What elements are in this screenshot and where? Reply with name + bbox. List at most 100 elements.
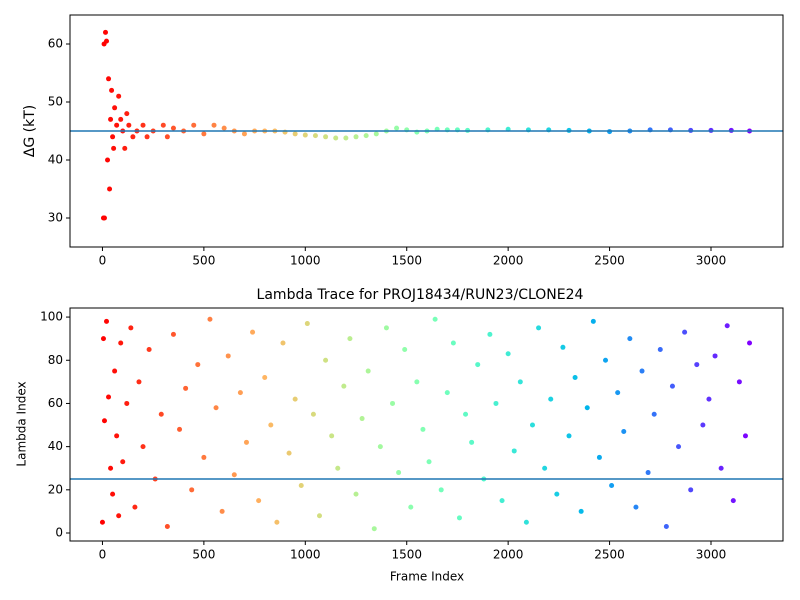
point xyxy=(136,379,142,385)
point xyxy=(231,472,237,478)
point xyxy=(237,390,243,396)
point xyxy=(396,470,402,476)
point xyxy=(341,383,347,389)
point xyxy=(286,450,292,456)
point xyxy=(633,504,639,510)
y-tick-label: 40 xyxy=(48,439,63,453)
point xyxy=(219,508,225,514)
point xyxy=(402,346,408,352)
point xyxy=(262,375,268,381)
point xyxy=(353,491,359,497)
point xyxy=(102,29,108,35)
point xyxy=(517,379,523,385)
y-tick-label: 20 xyxy=(48,482,63,496)
point xyxy=(542,465,548,471)
point xyxy=(101,418,107,424)
point xyxy=(475,362,481,368)
point xyxy=(329,433,335,439)
point xyxy=(347,336,353,342)
point xyxy=(706,396,712,402)
point xyxy=(124,111,130,117)
point xyxy=(160,122,166,128)
point xyxy=(493,400,499,406)
point xyxy=(590,318,596,324)
point xyxy=(694,362,700,368)
point xyxy=(211,122,217,128)
point xyxy=(615,390,621,396)
plot-frame xyxy=(69,14,784,248)
point xyxy=(302,132,308,138)
point xyxy=(116,93,122,99)
point xyxy=(304,321,310,327)
point xyxy=(312,133,318,139)
point xyxy=(105,157,111,163)
point xyxy=(144,134,150,140)
point xyxy=(292,131,298,137)
point xyxy=(104,318,110,324)
point xyxy=(333,135,339,141)
point xyxy=(132,504,138,510)
point xyxy=(310,411,316,417)
x-tick-label: 1500 xyxy=(391,254,422,268)
point xyxy=(426,459,432,465)
point xyxy=(298,483,304,489)
x-tick-label: 0 xyxy=(99,254,107,268)
point xyxy=(359,416,365,422)
y-axis-label: Lambda Index xyxy=(15,381,29,466)
point xyxy=(100,336,106,342)
point xyxy=(343,135,349,141)
point xyxy=(189,487,195,493)
point xyxy=(101,41,107,47)
y-tick-label: 30 xyxy=(48,211,63,225)
point xyxy=(128,325,134,331)
x-tick-label: 3000 xyxy=(696,548,727,562)
point xyxy=(124,400,130,406)
point xyxy=(177,426,183,432)
point xyxy=(126,122,132,128)
point xyxy=(742,433,748,439)
point xyxy=(627,336,633,342)
point xyxy=(554,491,560,497)
x-tick-label: 3000 xyxy=(696,254,727,268)
y-tick-label: 60 xyxy=(48,396,63,410)
point xyxy=(682,329,688,335)
point xyxy=(414,379,420,385)
point xyxy=(529,422,535,428)
point xyxy=(114,122,120,128)
y-tick-label: 80 xyxy=(48,353,63,367)
point xyxy=(112,105,118,111)
point xyxy=(584,405,590,411)
point xyxy=(140,444,146,450)
point xyxy=(130,134,136,140)
point xyxy=(394,125,400,131)
y-tick-label: 50 xyxy=(48,95,63,109)
point xyxy=(195,362,201,368)
point xyxy=(122,145,128,151)
point xyxy=(146,346,152,352)
point xyxy=(201,131,207,137)
x-tick-label: 1000 xyxy=(290,548,321,562)
point xyxy=(363,133,369,139)
point xyxy=(183,385,189,391)
point xyxy=(243,439,249,445)
point xyxy=(712,353,718,359)
point xyxy=(110,134,116,140)
x-tick-label: 2500 xyxy=(594,548,625,562)
point xyxy=(365,368,371,374)
x-tick-label: 2000 xyxy=(493,548,524,562)
point xyxy=(114,433,120,439)
point xyxy=(596,454,602,460)
plot-frame xyxy=(69,307,784,542)
x-tick-label: 1500 xyxy=(391,548,422,562)
point xyxy=(511,448,517,454)
point xyxy=(487,331,493,337)
chart-title: Lambda Trace for PROJ18434/RUN23/CLONE24 xyxy=(257,287,584,303)
x-tick-label: 1000 xyxy=(290,254,321,268)
point xyxy=(110,491,116,497)
point xyxy=(469,439,475,445)
y-axis-label: ΔG (kT) xyxy=(22,105,38,157)
point xyxy=(335,465,341,471)
point xyxy=(560,344,566,350)
point xyxy=(432,316,438,322)
point xyxy=(548,396,554,402)
